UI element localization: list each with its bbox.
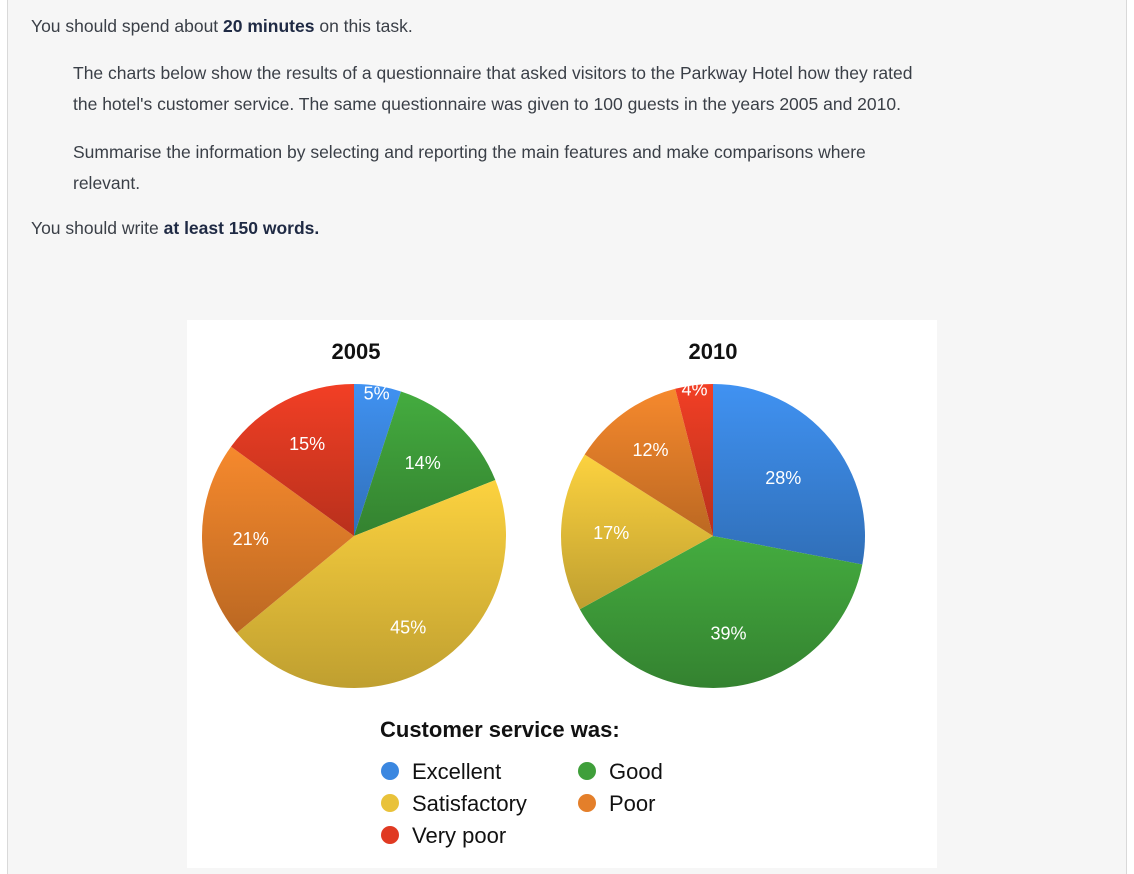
time-instruction: You should spend about 20 minutes on thi… — [31, 14, 413, 38]
pie-chart-2010: 2010 28% 39% 17% 12% 4% — [560, 339, 866, 689]
time-instruction-tail: on this task. — [314, 16, 413, 36]
task-summary-line-1: Summarise the information by selecting a… — [73, 142, 866, 162]
pie-slice-satisfactory-2005 — [236, 480, 507, 689]
pie-label-excellent-2005: 5% — [364, 383, 390, 403]
pie-label-excellent-2010: 28% — [765, 468, 801, 488]
pie-label-poor-2005: 21% — [233, 529, 269, 549]
pie-charts-figure: 2005 5% 14% 45% 21% 15% 2010 28% 39% 17% 12% 4% Cust… — [187, 320, 937, 868]
pie-slice-very-poor-2010 — [675, 384, 713, 536]
legend: Customer service was: Excellent Good Satisf… — [380, 717, 663, 848]
pie-label-good-2005: 14% — [405, 453, 441, 473]
pie-label-satisfactory-2005: 45% — [390, 618, 426, 638]
pie-slice-good-2005 — [354, 391, 496, 536]
legend-swatch-satisfactory — [381, 794, 399, 812]
task-description-line-1: The charts below show the results of a q… — [73, 63, 913, 83]
legend-label-excellent: Excellent — [412, 759, 501, 784]
pie-chart-2005: 2005 5% 14% 45% 21% 15% — [202, 339, 507, 689]
pie-slice-excellent-2005 — [354, 384, 401, 536]
pie-charts-svg: 2005 5% 14% 45% 21% 15% 2010 28% 39% 17% 12% 4% Cust… — [202, 339, 866, 848]
word-count-bold: at least 150 words. — [163, 218, 320, 238]
legend-swatch-poor — [578, 794, 596, 812]
legend-label-good: Good — [609, 759, 663, 784]
legend-swatch-good — [578, 762, 596, 780]
pie-slice-poor-2005 — [202, 446, 354, 633]
pie-label-good-2010: 39% — [710, 624, 746, 644]
pie-title-2010: 2010 — [689, 339, 738, 364]
legend-label-very-poor: Very poor — [412, 823, 506, 848]
pie-title-2005: 2005 — [332, 339, 381, 364]
pie-label-poor-2010: 12% — [632, 440, 668, 460]
task-description-line-2: the hotel's customer service. The same q… — [73, 94, 901, 114]
legend-label-poor: Poor — [609, 791, 655, 816]
task-summary-line-2: relevant. — [73, 173, 141, 193]
pie-slice-good-2010 — [579, 536, 863, 689]
legend-swatch-excellent — [381, 762, 399, 780]
legend-label-satisfactory: Satisfactory — [412, 791, 527, 816]
pie-slice-excellent-2010 — [713, 384, 866, 565]
pie-label-satisfactory-2010: 17% — [593, 523, 629, 543]
word-count-instruction: You should write at least 150 words. — [31, 216, 319, 240]
pie-slice-poor-2010 — [584, 388, 713, 536]
pie-slice-satisfactory-2010 — [560, 454, 713, 610]
pie-slice-very-poor-2005 — [231, 384, 354, 536]
legend-swatch-very-poor — [381, 826, 399, 844]
legend-title: Customer service was: — [380, 717, 620, 742]
word-count-text: You should write — [31, 218, 164, 238]
pie-label-very-poor-2005: 15% — [289, 434, 325, 454]
time-instruction-text: You should spend about — [31, 16, 224, 36]
pie-label-very-poor-2010: 4% — [681, 380, 707, 400]
time-instruction-bold: 20 minutes — [223, 16, 315, 36]
